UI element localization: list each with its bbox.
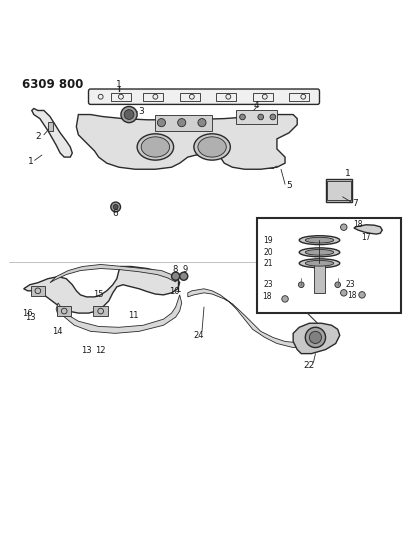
Text: 24: 24 [193,331,204,340]
Bar [111,93,131,101]
Text: 11: 11 [128,311,138,320]
Bar [216,93,236,101]
Ellipse shape [194,134,231,160]
Polygon shape [188,289,334,348]
Bar [314,262,325,293]
Ellipse shape [305,261,334,266]
Text: 7: 7 [352,199,358,208]
Polygon shape [32,108,72,157]
Circle shape [359,292,365,298]
Text: 13: 13 [25,313,36,321]
Bar [326,180,352,201]
Text: 9: 9 [182,265,188,274]
Text: 6: 6 [113,208,119,217]
Polygon shape [24,266,180,313]
Text: 1: 1 [28,157,33,166]
Bar [253,93,273,101]
Polygon shape [76,115,297,169]
Text: 20: 20 [263,248,273,257]
Text: 19: 19 [263,236,273,245]
Circle shape [270,114,276,120]
Circle shape [180,272,188,280]
Bar [236,110,277,124]
Bar [257,218,401,313]
Text: 23: 23 [345,280,355,289]
Text: 14: 14 [52,327,62,336]
Text: 18: 18 [353,220,363,229]
Ellipse shape [198,137,226,157]
Ellipse shape [137,134,174,160]
Ellipse shape [305,249,334,255]
Text: 2: 2 [35,132,41,141]
Text: 21: 21 [263,259,273,268]
Ellipse shape [141,137,170,157]
Bar [327,181,351,200]
Text: 5: 5 [286,181,292,190]
Text: 10: 10 [170,287,180,296]
Polygon shape [354,225,382,234]
Text: 15: 15 [93,290,104,300]
Bar [180,93,200,101]
Polygon shape [293,323,340,353]
Circle shape [111,202,120,212]
Circle shape [113,205,118,209]
Text: 18: 18 [262,293,272,301]
Polygon shape [56,295,182,333]
Circle shape [341,224,347,230]
Text: 18: 18 [347,291,357,300]
Text: 17: 17 [361,233,371,242]
FancyBboxPatch shape [89,89,319,104]
Circle shape [341,289,347,296]
Ellipse shape [299,259,340,268]
Circle shape [309,332,322,343]
Circle shape [121,107,137,123]
Text: 6309 800: 6309 800 [22,78,83,91]
Text: 23: 23 [263,280,273,289]
Bar [143,93,164,101]
Circle shape [157,119,166,127]
Text: 22: 22 [304,361,315,370]
Circle shape [335,282,341,288]
Polygon shape [50,264,177,282]
Circle shape [172,272,180,280]
Circle shape [177,119,186,127]
Text: 13: 13 [81,346,92,356]
Ellipse shape [299,248,340,257]
Bar [289,93,309,101]
Text: 16: 16 [22,309,33,318]
Bar [155,115,212,131]
Text: 3: 3 [138,107,144,116]
Text: 12: 12 [95,346,106,356]
Circle shape [305,327,326,348]
Bar [31,286,45,296]
Circle shape [298,282,304,288]
Text: 1: 1 [116,79,122,88]
Text: 1: 1 [345,169,351,178]
Circle shape [258,114,264,120]
Text: 8: 8 [172,265,177,274]
Bar [48,122,53,131]
Text: 4: 4 [254,101,259,110]
Bar [93,306,108,316]
Circle shape [239,114,245,120]
Bar [57,306,71,316]
Ellipse shape [305,237,334,243]
Ellipse shape [299,236,340,245]
Circle shape [282,296,288,302]
Circle shape [198,119,206,127]
Circle shape [124,110,134,119]
